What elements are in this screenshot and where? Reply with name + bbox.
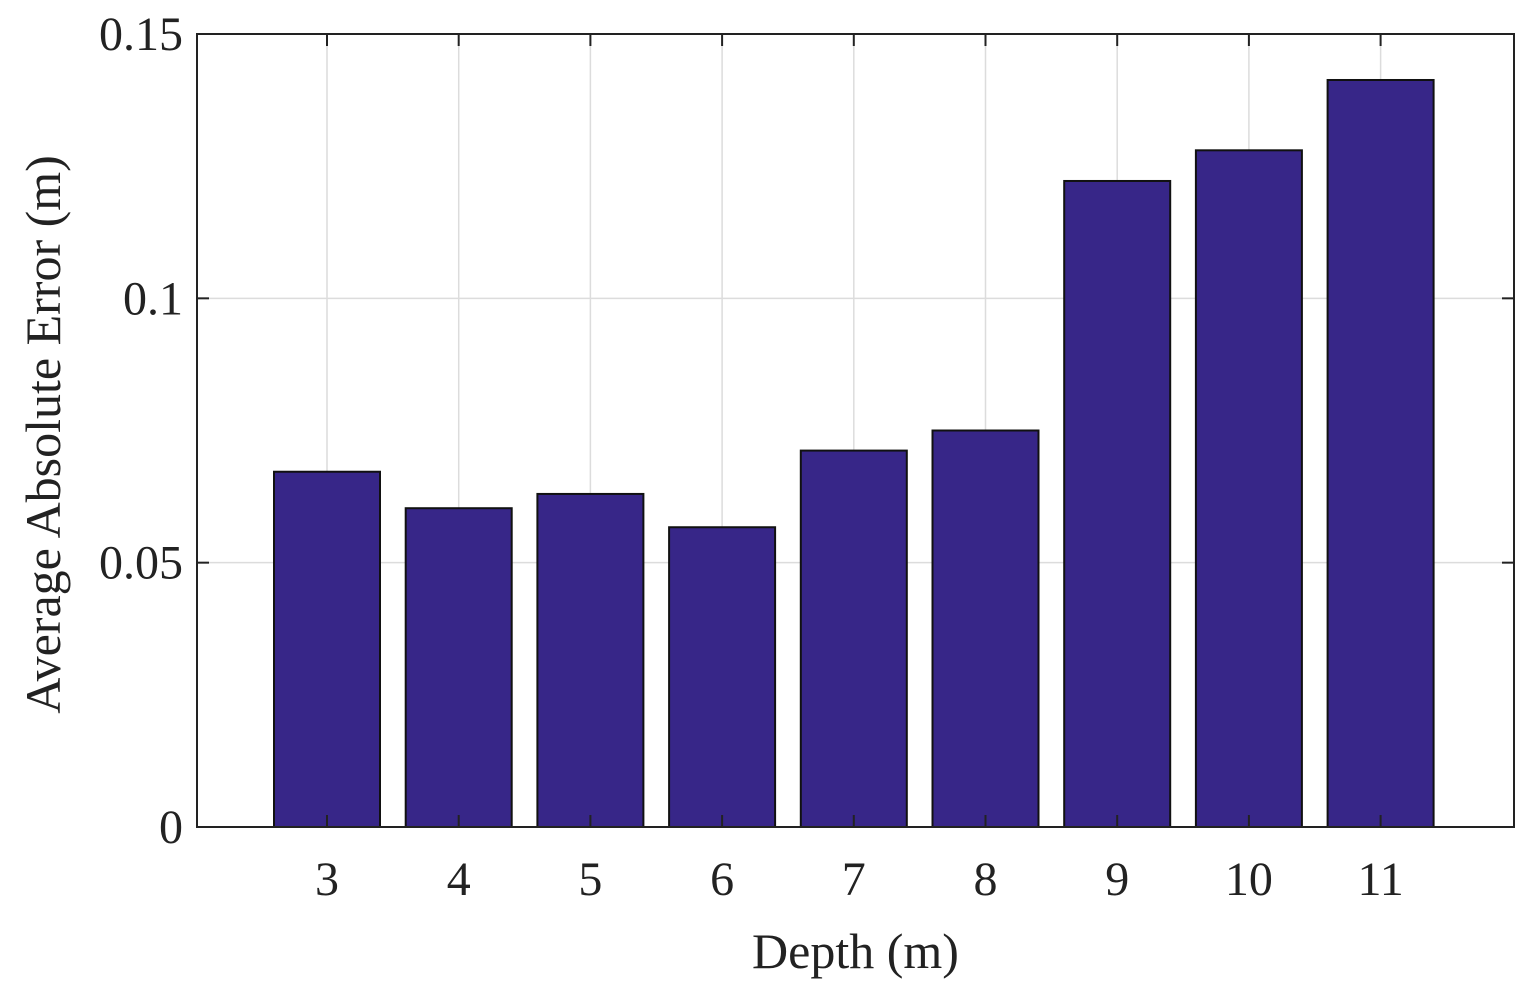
bar-depth-11 [1326,78,1435,828]
x-tick-label: 10 [1225,853,1273,906]
bar-depth-10 [1194,149,1303,829]
plot-frame [196,33,1515,828]
y-axis-title: Average Absolute Error (m) [15,155,71,714]
x-tick-label: 9 [1105,853,1129,906]
x-tick-label: 4 [447,853,471,906]
y-axis-tick-labels: 0 0.05 0.1 0.15 [99,8,183,854]
bar-depth-7 [799,449,908,828]
x-tick-label: 7 [842,853,866,906]
x-tick-label: 3 [315,853,339,906]
bar-depth-4 [404,507,513,828]
bar-depth-3 [273,470,381,828]
y-tick-label: 0.15 [99,8,183,61]
y-tick-label: 0.1 [123,272,183,325]
x-tick-label: 8 [974,853,998,906]
axis-ticks [197,33,1514,828]
x-tick-label: 5 [578,853,602,906]
y-tick-label: 0.05 [99,537,183,590]
x-tick-label: 6 [710,853,734,906]
bar-depth-6 [668,526,777,828]
x-tick-label: 11 [1357,853,1403,906]
x-axis-title: Depth (m) [752,923,959,979]
bar-depth-8 [931,429,1040,828]
y-tick-label: 0 [159,801,183,854]
x-axis-tick-labels: 3 4 5 6 7 8 9 10 11 [315,853,1404,906]
bar-depth-5 [536,492,645,828]
bar-depth-9 [1063,179,1172,828]
bars [273,78,1435,829]
